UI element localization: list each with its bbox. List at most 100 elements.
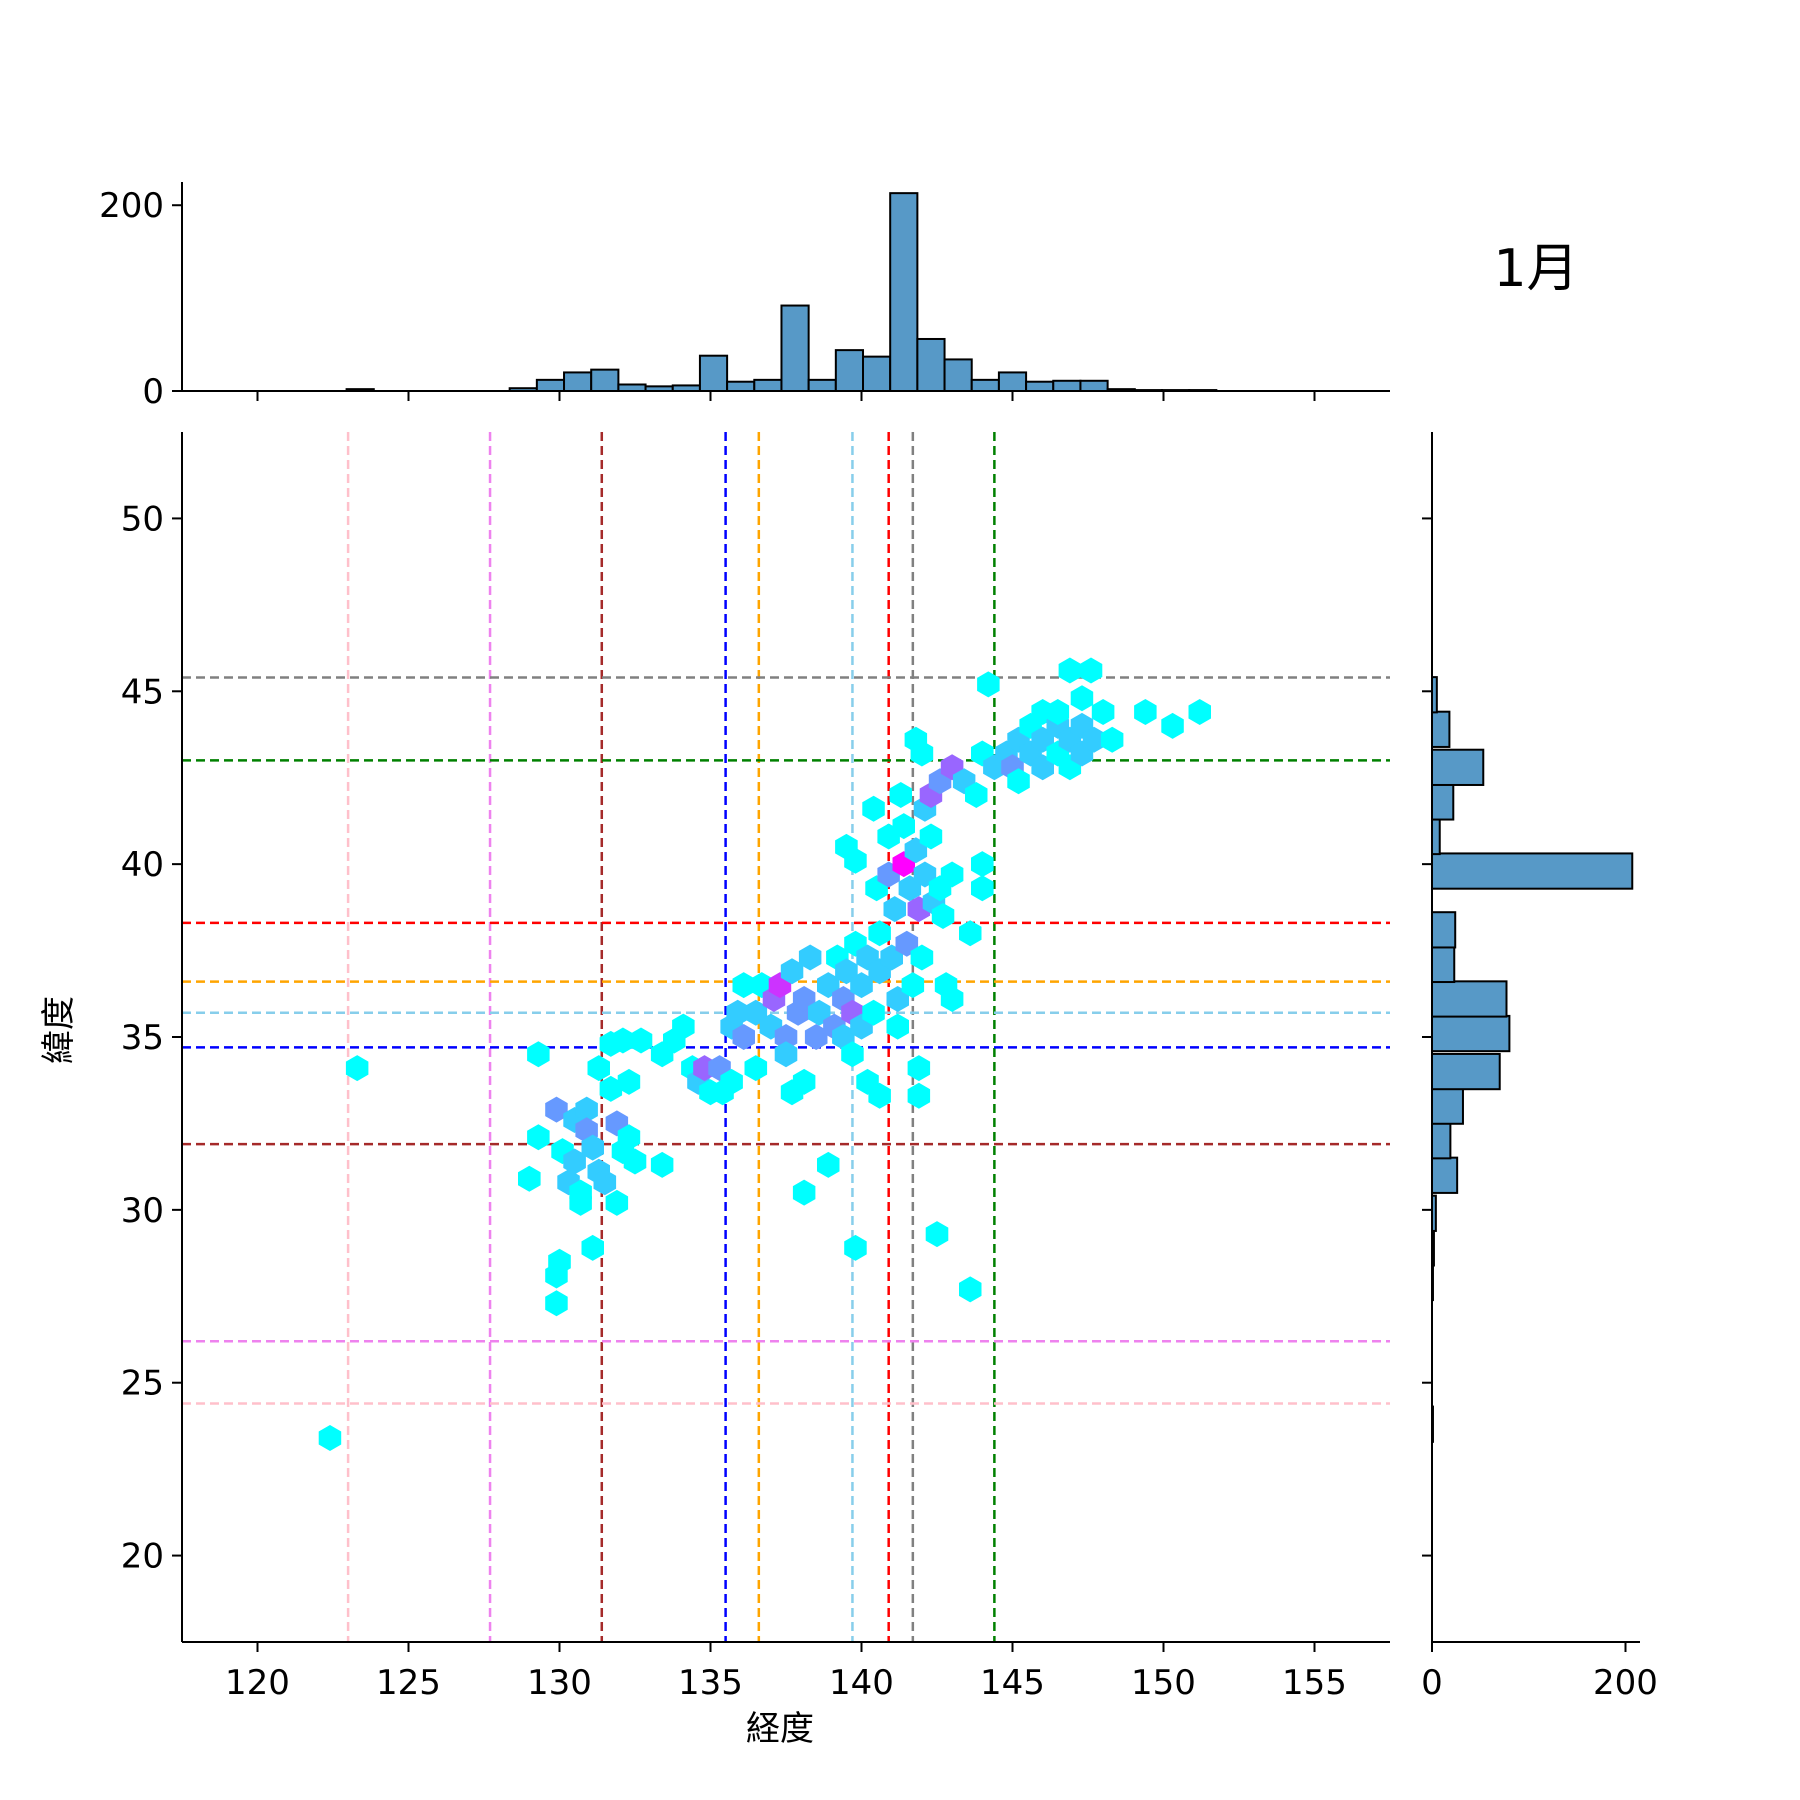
y-axis-label: 緯度 xyxy=(39,996,79,1064)
hexbin-cell xyxy=(919,823,943,850)
hexbin-cell xyxy=(892,813,915,840)
x-hist-bar xyxy=(726,380,756,393)
hexbin-cell xyxy=(726,999,749,1026)
hexbin-cell xyxy=(959,1276,982,1303)
y-hist-bar xyxy=(1431,1087,1464,1125)
y-hist-bar xyxy=(1431,783,1455,821)
hexbin-cell xyxy=(965,782,988,808)
y-hist-bar xyxy=(1431,980,1508,1018)
hexbin-cell xyxy=(774,1041,798,1068)
hexbin-cell xyxy=(886,1013,909,1040)
hexbin-cell xyxy=(720,1068,743,1095)
hexbin-cell xyxy=(1091,699,1115,725)
axes: 120 125 130 135 140 145 150 155 20 25 30 35 40 45 50 0 2… xyxy=(99,182,1658,1703)
hexbin-cell xyxy=(1058,657,1082,684)
x-hist-bar xyxy=(943,358,973,393)
y-tick-label: 25 xyxy=(121,1364,164,1404)
hexbin-cell xyxy=(844,1234,867,1261)
y-tick-label: 35 xyxy=(121,1018,164,1058)
hexbin-cell xyxy=(780,958,804,985)
hexbin-cell xyxy=(792,1068,816,1095)
hexbin-cell xyxy=(971,851,994,878)
hexbin-cell xyxy=(581,1234,604,1261)
hexbin-cell xyxy=(901,972,925,999)
y-hist-bar xyxy=(1431,817,1441,856)
x-hist-bar xyxy=(1079,379,1109,393)
x-tick-label: 120 xyxy=(225,1663,290,1703)
hexbin-cell xyxy=(345,1055,369,1082)
x-hist-bar xyxy=(590,368,620,393)
hexbin-cell xyxy=(971,875,994,902)
hexbin-cell xyxy=(732,972,755,999)
y-hist-bar xyxy=(1431,1122,1452,1160)
y-hist-bar xyxy=(1431,911,1457,949)
y-tick-label: 40 xyxy=(121,845,164,885)
hexbin-cell xyxy=(1134,699,1157,725)
x-tick-label: 125 xyxy=(376,1663,441,1703)
y-hist-bar xyxy=(1431,1014,1511,1053)
hexbin-cell xyxy=(841,1041,864,1068)
hexbin-cell xyxy=(605,1189,629,1216)
hexbin-cell xyxy=(587,1055,610,1082)
hexbin-cell xyxy=(1188,699,1211,725)
hexbin-cell xyxy=(1079,657,1103,684)
hexbin-cell xyxy=(862,999,885,1026)
x-hist-bar xyxy=(698,354,729,392)
hexbin-cell xyxy=(940,986,964,1012)
hexbin-cell xyxy=(732,1024,755,1050)
hexbin-cell xyxy=(545,1262,568,1289)
hexbin-cell xyxy=(1161,712,1184,739)
hexbin-cell xyxy=(1070,685,1094,712)
hexbin-cell xyxy=(581,1134,604,1161)
hexbin-cell xyxy=(959,920,982,947)
hexbin-cell xyxy=(593,1169,617,1196)
top-hist-y-tick-label: 200 xyxy=(99,186,164,226)
hexbin-cell xyxy=(889,782,912,808)
x-hist-bar xyxy=(970,378,1000,392)
hexbin-cell xyxy=(650,1151,674,1178)
x-hist-bar xyxy=(535,378,566,392)
hexbin-cell xyxy=(744,1055,768,1082)
hexbin-cell xyxy=(868,1082,891,1109)
hexbin-cell xyxy=(940,861,964,888)
y-hist-bar xyxy=(1431,748,1485,786)
x-hist-bar xyxy=(807,378,837,392)
hexbin-cell xyxy=(804,1024,828,1050)
hexbin-cell xyxy=(318,1425,342,1451)
hexbin-cell xyxy=(907,1055,931,1082)
hexbin-cell xyxy=(862,795,885,822)
hexbin-cell xyxy=(545,1096,568,1123)
y-tick-label: 45 xyxy=(121,672,164,712)
x-tick-label: 155 xyxy=(1282,1663,1347,1703)
hexbin-cell xyxy=(835,833,858,860)
hexbin-cell xyxy=(1007,768,1030,795)
hexbin-cell xyxy=(792,1179,816,1206)
y-tick-label: 50 xyxy=(121,499,164,539)
hexbin-cell xyxy=(1046,699,1070,725)
y-hist-bar xyxy=(1431,710,1451,748)
hexbin-cell xyxy=(1100,726,1124,753)
hexbin-cell xyxy=(925,1221,949,1248)
hexbin-cell xyxy=(611,1027,635,1054)
x-marginal-histogram xyxy=(345,192,1218,393)
hexbin-cell xyxy=(629,1027,653,1054)
hexbin-cell xyxy=(798,944,822,971)
y-tick-label: 30 xyxy=(121,1191,164,1231)
x-hist-bar xyxy=(997,371,1028,392)
x-hist-bar xyxy=(1025,380,1055,393)
right-hist-x-tick-label: 200 xyxy=(1593,1663,1658,1703)
x-hist-bar xyxy=(780,304,810,393)
hexbin-cell xyxy=(817,1151,840,1178)
x-tick-label: 135 xyxy=(678,1663,743,1703)
hexbin-cell xyxy=(977,671,1000,698)
hexbin-cell xyxy=(518,1165,541,1192)
hexbin-cell xyxy=(569,1189,592,1216)
y-hist-bar xyxy=(1431,1156,1459,1194)
hexbin-cell xyxy=(1082,726,1106,753)
x-hist-bar xyxy=(916,337,946,392)
hexbin-cell xyxy=(672,1013,695,1040)
x-tick-label: 145 xyxy=(980,1663,1045,1703)
x-hist-bar xyxy=(862,355,892,392)
